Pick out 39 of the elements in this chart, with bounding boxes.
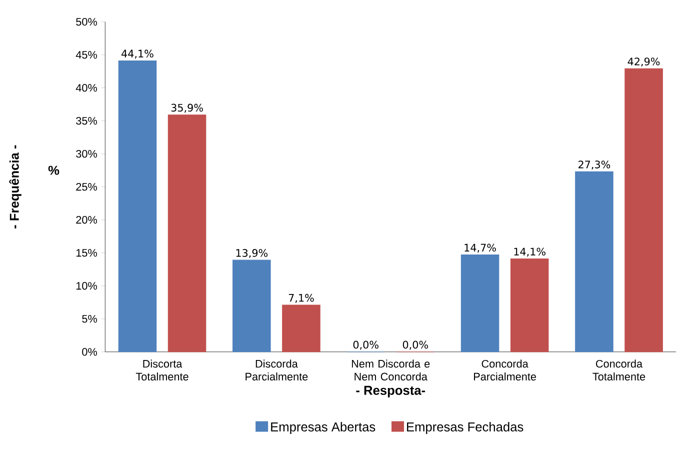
bar [168,114,206,352]
y-tick-label: 35% [76,117,97,125]
data-label: 44,1% [122,50,154,59]
x-axis-title: - Resposta- [356,386,426,398]
y-tick-label: 25% [76,183,97,191]
y-tick-label: 0% [82,348,97,356]
bar [282,304,320,352]
data-label: 0,0% [402,340,428,350]
data-label: 0,0% [353,340,378,350]
data-label: 42,9% [628,58,660,67]
y-tick-label: 15% [76,249,97,257]
legend-label: Empresas Abertas [271,422,376,434]
data-label: 14,7% [464,244,496,253]
y-tick-label: 45% [76,51,97,59]
x-tick-label: Nem Discorda e Nem Concorda [352,360,430,380]
bar [460,254,500,352]
y-tick-label: 10% [76,282,97,290]
data-label: 7,1% [288,294,314,303]
y-tick-label: 20% [76,216,97,224]
data-label: 13,9% [236,249,268,258]
y-axis-title: - Frequência - [9,145,22,228]
text: % [48,166,60,175]
bar [510,258,549,352]
bar [624,68,663,352]
legend-label: Empresas Fechadas [407,422,524,434]
bar [232,260,271,352]
y-tick-label: 30% [76,150,97,158]
bar [575,171,614,352]
x-tick-label: Concorda Parcialmente [474,360,536,380]
x-tick-label: Concorda Totalmente [592,360,646,380]
y-tick-label: 5% [82,315,97,323]
data-label: 27,3% [578,160,610,170]
x-tick-label: Discorta Totalmente [136,360,188,380]
data-label: 35,9% [171,104,203,113]
x-tick-label: Discorda Parcialmente [246,360,308,380]
data-label: 14,1% [514,248,546,257]
y-tick-label: 40% [76,84,97,92]
y-tick-label: 50% [76,18,97,26]
bar [118,60,157,352]
